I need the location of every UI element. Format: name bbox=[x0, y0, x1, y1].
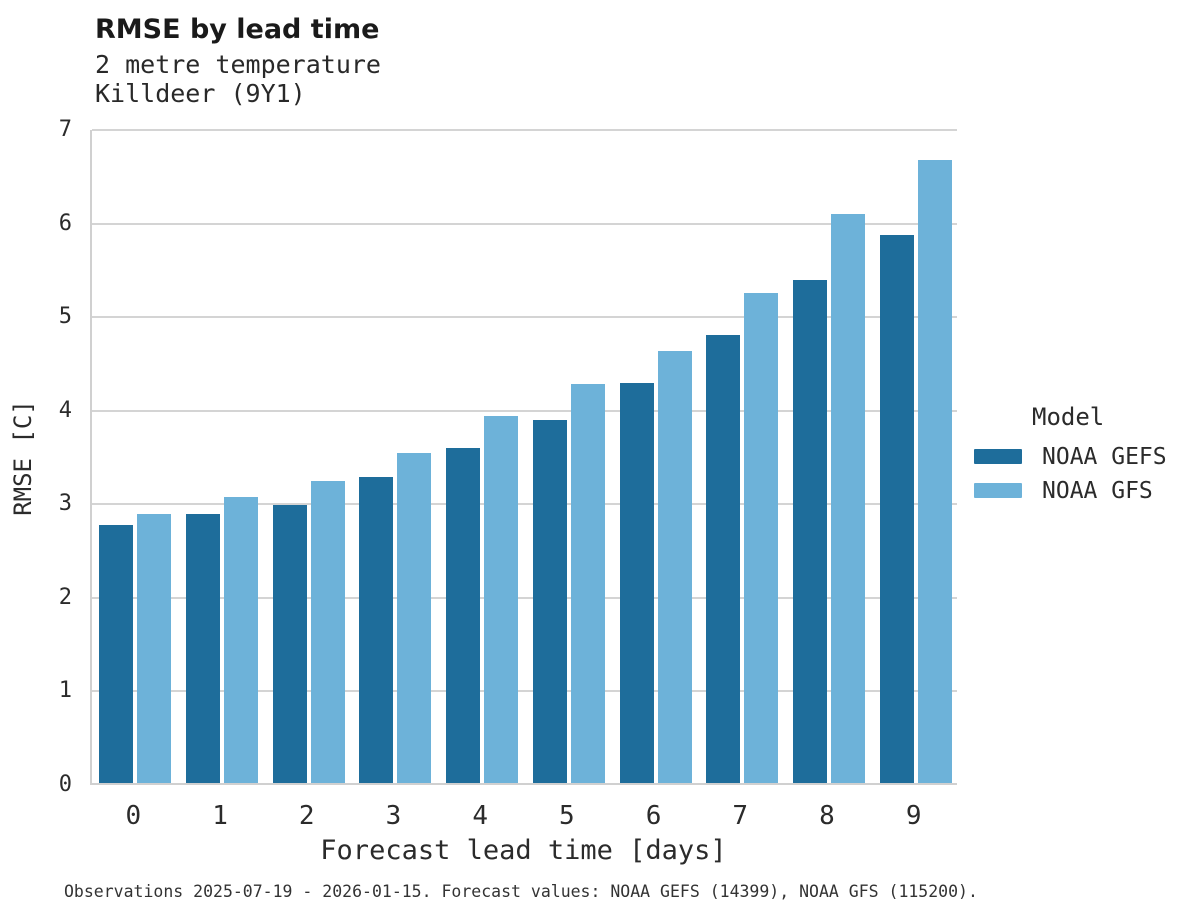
legend-items: NOAA GEFS NOAA GFS bbox=[974, 443, 1189, 504]
gridline-y-1 bbox=[92, 690, 957, 693]
y-tick-1: 1 bbox=[58, 678, 72, 704]
x-tick-2: 2 bbox=[298, 801, 315, 831]
bar-noaa-gfs-lead-8 bbox=[830, 214, 865, 783]
y-tick-0: 0 bbox=[58, 772, 72, 797]
footer-caption: Observations 2025-07-19 - 2026-01-15. Fo… bbox=[64, 882, 978, 901]
y-tick-7: 7 bbox=[58, 117, 72, 142]
x-tick-9: 9 bbox=[905, 801, 922, 831]
bar-noaa-gefs-lead-7 bbox=[706, 334, 741, 783]
legend-label-noaa-gefs: NOAA GEFS bbox=[1042, 443, 1167, 470]
bar-noaa-gfs-lead-9 bbox=[917, 159, 952, 783]
bar-noaa-gefs-lead-3 bbox=[359, 477, 394, 783]
y-tick-2: 2 bbox=[58, 584, 72, 610]
x-tick-6: 6 bbox=[645, 801, 662, 831]
plot-area bbox=[90, 129, 957, 785]
bar-noaa-gfs-lead-6 bbox=[657, 350, 692, 783]
legend-title: Model bbox=[1032, 403, 1105, 431]
x-tick-3: 3 bbox=[385, 801, 402, 831]
legend-label-noaa-gfs: NOAA GFS bbox=[1042, 477, 1153, 504]
bar-noaa-gfs-lead-4 bbox=[484, 416, 519, 783]
y-tick-5: 5 bbox=[58, 304, 72, 330]
gridline-y-7 bbox=[92, 129, 957, 131]
legend-item-noaa-gfs: NOAA GFS bbox=[974, 477, 1189, 504]
bar-noaa-gfs-lead-2 bbox=[310, 480, 345, 783]
bar-noaa-gfs-lead-1 bbox=[224, 496, 259, 783]
x-axis-title: Forecast lead time [days] bbox=[320, 835, 727, 866]
bar-noaa-gefs-lead-5 bbox=[532, 419, 567, 783]
bar-noaa-gefs-lead-9 bbox=[879, 234, 914, 783]
chart-title: RMSE by lead time bbox=[95, 14, 380, 45]
bar-noaa-gfs-lead-3 bbox=[397, 452, 432, 783]
bar-noaa-gefs-lead-4 bbox=[446, 448, 481, 783]
bar-noaa-gefs-lead-2 bbox=[272, 505, 307, 783]
chart-subtitle-station: Killdeer (9Y1) bbox=[95, 79, 306, 108]
x-tick-7: 7 bbox=[732, 801, 749, 831]
x-tick-8: 8 bbox=[819, 801, 835, 831]
gridline-y-2 bbox=[92, 596, 957, 599]
y-tick-4: 4 bbox=[58, 397, 72, 423]
y-tick-6: 6 bbox=[58, 210, 72, 236]
legend-swatch-noaa-gfs bbox=[974, 483, 1022, 498]
gridline-y-3 bbox=[92, 503, 957, 506]
bar-noaa-gefs-lead-1 bbox=[186, 513, 221, 783]
bar-noaa-gefs-lead-8 bbox=[792, 279, 827, 783]
legend-item-noaa-gefs: NOAA GEFS bbox=[974, 443, 1189, 470]
y-tick-3: 3 bbox=[58, 491, 72, 517]
bar-noaa-gefs-lead-0 bbox=[99, 524, 134, 783]
x-tick-0: 0 bbox=[125, 801, 142, 831]
gridline-y-5 bbox=[92, 316, 957, 319]
x-tick-4: 4 bbox=[472, 801, 488, 831]
gridline-y-4 bbox=[92, 409, 957, 412]
gridline-y-6 bbox=[92, 222, 957, 225]
y-axis-title: RMSE [C] bbox=[9, 400, 37, 516]
bar-noaa-gfs-lead-5 bbox=[570, 384, 605, 783]
bar-noaa-gfs-lead-0 bbox=[137, 513, 172, 783]
legend: Model NOAA GEFS NOAA GFS bbox=[974, 403, 1189, 504]
x-tick-1: 1 bbox=[212, 801, 228, 831]
x-tick-5: 5 bbox=[559, 801, 575, 831]
bar-noaa-gefs-lead-6 bbox=[619, 382, 654, 783]
legend-swatch-noaa-gefs bbox=[974, 449, 1022, 464]
chart-subtitle-variable: 2 metre temperature bbox=[95, 50, 381, 79]
bar-noaa-gfs-lead-7 bbox=[744, 292, 779, 783]
